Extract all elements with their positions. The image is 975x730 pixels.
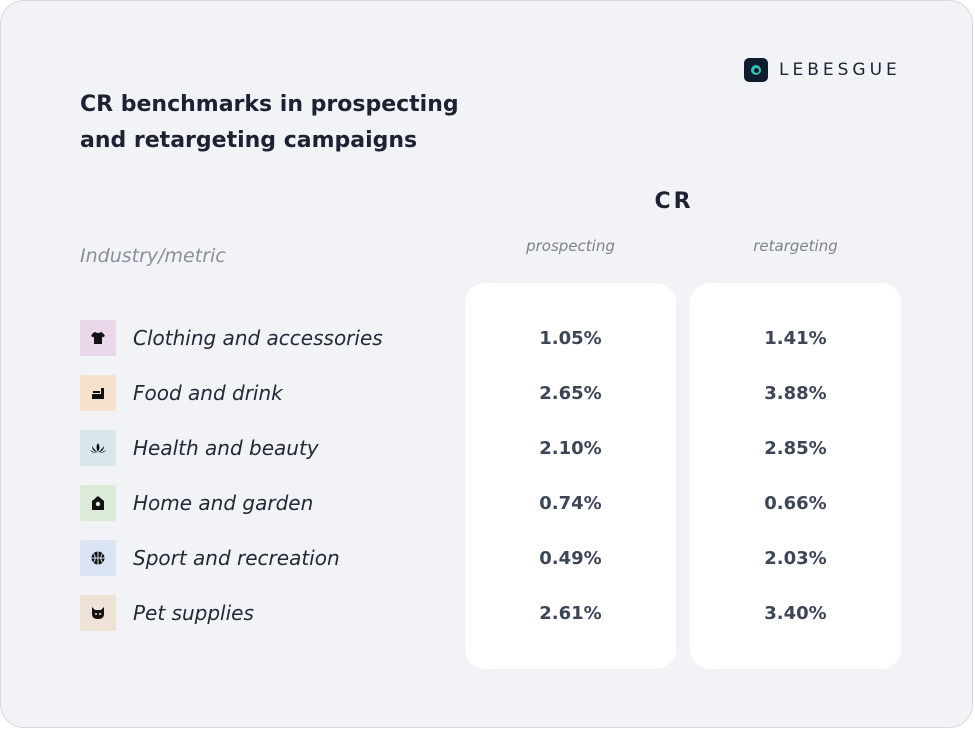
retargeting-value: 2.03% <box>764 548 827 569</box>
house-icon <box>80 485 116 521</box>
retargeting-value: 0.66% <box>764 493 827 514</box>
ball-icon <box>80 540 116 576</box>
industry-label: Pet supplies <box>133 601 254 625</box>
prospecting-value: 2.10% <box>539 438 602 459</box>
retargeting-column <box>690 283 901 669</box>
prospecting-value: 1.05% <box>539 328 602 349</box>
lotus-icon <box>80 430 116 466</box>
brand-name: LEBESGUE <box>779 60 901 80</box>
prospecting-value: 0.49% <box>539 548 602 569</box>
metric-header: CR <box>654 189 694 214</box>
prospecting-value: 0.74% <box>539 493 602 514</box>
prospecting-column <box>465 283 676 669</box>
retargeting-value: 2.85% <box>764 438 827 459</box>
retargeting-value: 3.40% <box>764 603 827 624</box>
prospecting-value: 2.61% <box>539 603 602 624</box>
prospecting-value: 2.65% <box>539 383 602 404</box>
table-row: Pet supplies <box>80 595 254 631</box>
industry-label: Sport and recreation <box>133 546 340 570</box>
page-title: CR benchmarks in prospecting and retarge… <box>80 92 459 153</box>
industry-label: Food and drink <box>133 381 283 405</box>
table-row: Health and beauty <box>80 430 319 466</box>
industry-label: Clothing and accessories <box>133 326 383 350</box>
table-row: Sport and recreation <box>80 540 340 576</box>
tshirt-icon <box>80 320 116 356</box>
column-header-prospecting: prospecting <box>526 237 615 255</box>
logo-icon <box>744 58 768 82</box>
column-header-retargeting: retargeting <box>753 237 838 255</box>
table-row: Home and garden <box>80 485 313 521</box>
retargeting-value: 3.88% <box>764 383 827 404</box>
row-header: Industry/metric <box>80 245 226 267</box>
table-row: Clothing and accessories <box>80 320 383 356</box>
retargeting-value: 1.41% <box>764 328 827 349</box>
table-row: Food and drink <box>80 375 283 411</box>
industry-label: Home and garden <box>133 491 314 515</box>
brand-logo: LEBESGUE <box>744 58 901 82</box>
industry-label: Health and beauty <box>133 436 319 460</box>
food-icon <box>80 375 116 411</box>
pet-icon <box>80 595 116 631</box>
